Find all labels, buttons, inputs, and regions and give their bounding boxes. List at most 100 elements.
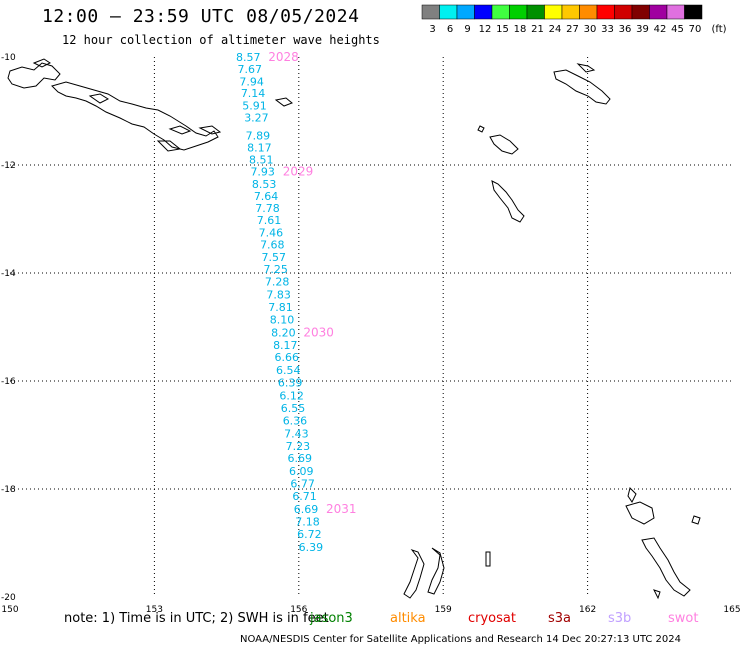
lon-tick-label: 165: [723, 605, 740, 615]
swh-value-label: 7.25: [263, 263, 288, 276]
swh-value-label: 7.83: [266, 289, 291, 302]
lat-lon-grid: [10, 57, 732, 597]
satellite-label: altika: [390, 611, 426, 626]
swh-value-label: 7.64: [254, 190, 279, 203]
swh-value-label: 6.36: [283, 414, 308, 427]
swh-value-label: 7.94: [239, 75, 264, 88]
coastline-png-2: [51, 81, 219, 151]
satellite-label: swot: [668, 611, 699, 626]
legend-label: 39: [636, 24, 649, 35]
footer-credits: NOAA/NESDIS Center for Satellite Applica…: [240, 634, 682, 645]
legend-label: 33: [601, 24, 614, 35]
altimeter-track: 8.577.677.947.145.913.277.898.178.517.93…: [236, 51, 323, 554]
coastline-louisiade-2: [156, 140, 182, 152]
swh-value-label: 7.28: [265, 276, 290, 289]
swh-value-label: 7.67: [237, 63, 262, 76]
swh-value-label: 6.12: [279, 390, 304, 403]
legend-label: 70: [689, 24, 702, 35]
swh-value-label: 7.68: [260, 238, 285, 251]
swh-value-label: 6.69: [294, 503, 319, 516]
swh-value-label: 8.53: [252, 178, 277, 191]
coastline-reef-2: [427, 547, 445, 595]
legend-label: 9: [464, 24, 470, 35]
satellite-label: jason3: [310, 611, 353, 626]
lat-tick-label: -12: [1, 161, 16, 171]
swh-value-label: 6.77: [290, 478, 315, 491]
legend-label: 45: [671, 24, 684, 35]
swh-value-label: 5.91: [242, 100, 267, 113]
swh-value-label: 7.23: [286, 440, 311, 453]
legend-label: 36: [619, 24, 632, 35]
coastline-reef-1: [403, 549, 425, 599]
lat-tick-label: -14: [1, 269, 16, 279]
swh-value-label: 6.39: [278, 377, 303, 390]
lat-tick-label: -20: [1, 593, 16, 603]
coastline-islet-5: [691, 515, 701, 525]
lon-tick-label: 162: [579, 605, 596, 615]
coastline-new-caledonia-2: [625, 501, 655, 525]
lat-tick-label: -18: [1, 485, 16, 495]
swh-value-label: 7.93: [250, 165, 275, 178]
coastline-new-caledonia-3: [641, 537, 691, 597]
swh-value-label: 7.61: [257, 214, 282, 227]
legend-label: 27: [566, 24, 579, 35]
coastline-islet-3: [477, 125, 485, 133]
swh-value-label: 7.57: [262, 251, 287, 264]
coastline-new-caledonia: [627, 487, 637, 503]
lat-tick-label: -10: [1, 53, 16, 63]
coastline-islet-6: [653, 589, 661, 600]
satellite-label: cryosat: [468, 611, 516, 626]
coastline-solomons-2: [576, 63, 596, 73]
legend-swatch: [684, 4, 703, 20]
map-subtitle: 12 hour collection of altimeter wave hei…: [62, 33, 380, 47]
swh-value-label: 6.09: [289, 465, 314, 478]
legend-label: 3: [429, 24, 435, 35]
swh-value-label: 8.17: [247, 142, 272, 155]
swh-value-label: 6.69: [288, 452, 313, 465]
coastline-reef-3: [485, 551, 491, 567]
coastline-rossel: [198, 125, 222, 135]
track-time-label: 2030: [303, 325, 334, 339]
coastline-islet: [274, 97, 293, 107]
swh-value-label: 7.43: [284, 427, 309, 440]
coastline-png: [7, 62, 61, 89]
wave-height-map: 8.577.677.947.145.913.277.898.178.517.93…: [1, 50, 740, 615]
legend-label: 12: [479, 24, 492, 35]
legend-label: 15: [496, 24, 509, 35]
swh-value-label: 6.71: [292, 490, 317, 503]
lon-tick-label: 150: [1, 605, 18, 615]
swh-value-label: 6.66: [275, 351, 300, 364]
lat-tick-label: -16: [1, 377, 16, 387]
coastlines: [7, 58, 701, 600]
swh-value-label: 7.14: [241, 87, 266, 100]
legend-unit: (ft): [711, 24, 726, 35]
legend-label: 18: [514, 24, 527, 35]
legend-label: 24: [549, 24, 562, 35]
lon-tick-label: 153: [146, 605, 163, 615]
coastline-louisiade: [168, 125, 192, 135]
swh-value-label: 7.78: [255, 202, 280, 215]
swh-value-label: 8.10: [270, 313, 295, 326]
legend-label: 30: [584, 24, 597, 35]
swh-value-label: 7.18: [295, 515, 320, 528]
swh-value-label: 8.20: [271, 326, 296, 339]
track-time-label: 2028: [268, 50, 299, 64]
coastline-png-3: [88, 93, 110, 104]
track-time-label: 2031: [326, 502, 357, 516]
swh-value-label: 6.39: [299, 541, 324, 554]
track-time-labels: 2028 2029 2030 2031: [268, 50, 356, 516]
satellite-label: s3a: [548, 611, 572, 626]
swh-value-label: 8.17: [273, 339, 298, 352]
legend-label: 6: [447, 24, 453, 35]
swh-value-label: 7.89: [246, 129, 271, 142]
coastline-islet-4: [491, 180, 525, 223]
wave-height-legend: 3 6 9 12 15 18 21 24 27 30 33 36 39 42 45 70 (ft): [421, 4, 727, 35]
swh-value-label: 8.51: [249, 154, 274, 167]
swh-value-label: 3.27: [244, 111, 269, 124]
swh-value-label: 6.55: [281, 402, 306, 415]
legend-label: 42: [654, 24, 667, 35]
coastline-solomons: [553, 69, 611, 105]
swh-value-label: 8.57: [236, 51, 261, 64]
swh-value-label: 6.72: [297, 528, 322, 541]
